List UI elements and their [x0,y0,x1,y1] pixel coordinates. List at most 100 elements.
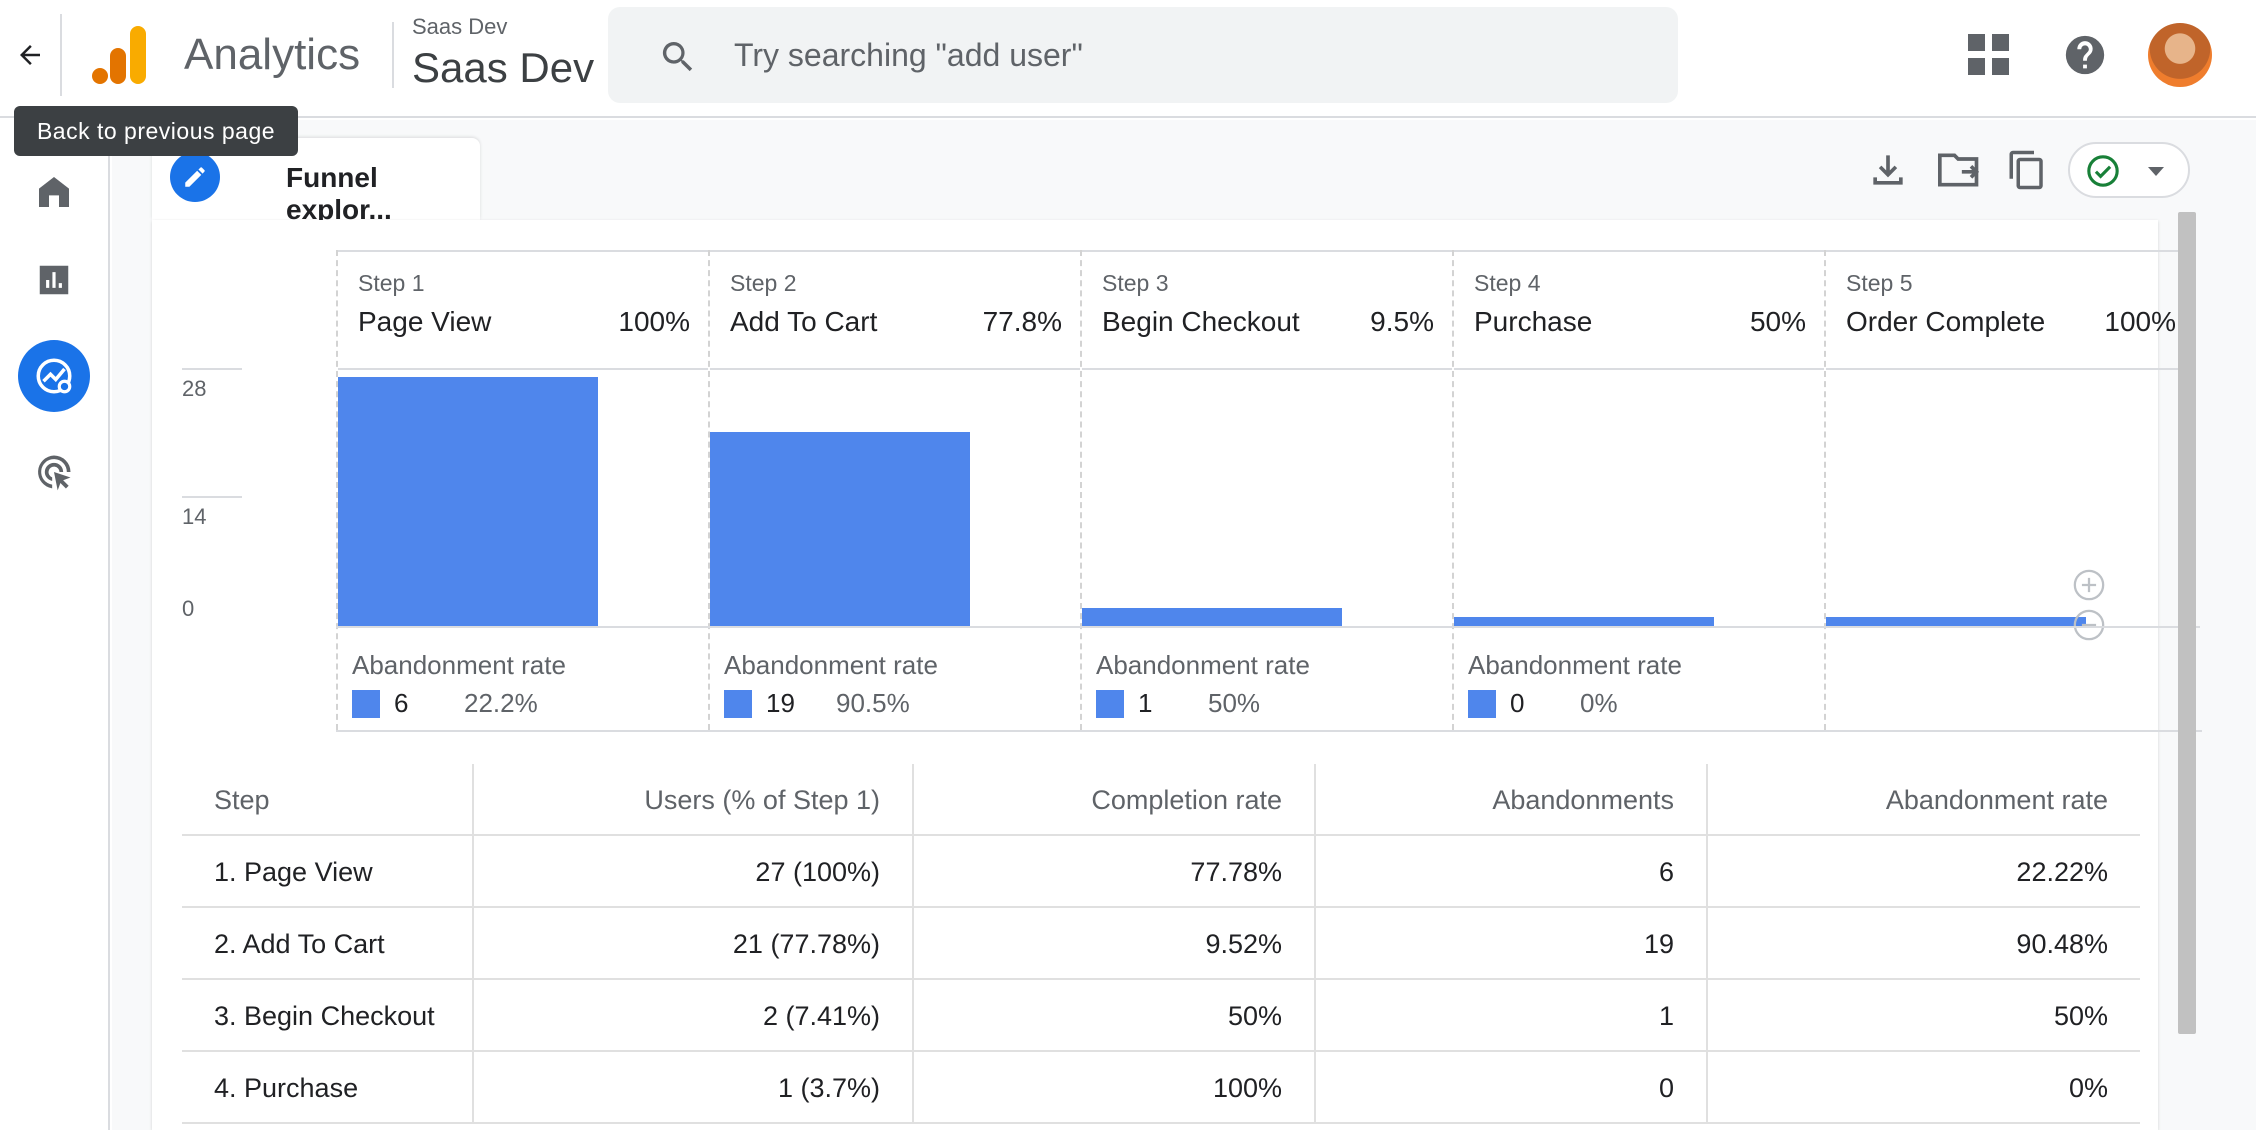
table-row[interactable]: 4. Purchase 1 (3.7%) 100% 0 0% [182,1052,2140,1124]
abandonment-swatch [1096,690,1124,718]
column-separator [912,764,914,1124]
avatar[interactable] [2148,23,2212,87]
abandonment-rate: 22.2% [464,688,538,718]
table-row[interactable]: 2. Add To Cart 21 (77.78%) 9.52% 19 90.48% [182,908,2140,980]
abandonment-rate: 0% [1580,688,1618,718]
funnel-step-1[interactable]: Step 1 Page View 100% Abandonment rate 6 22.2… [336,250,708,730]
abandonment-rate: 90.5% [836,688,910,718]
apps-grid-icon[interactable] [1968,34,2010,76]
target-cursor-icon [38,455,71,491]
step-header: Step 3 Begin Checkout 9.5% [1082,250,1452,370]
y-tick-14: 14 [182,504,207,529]
table-cell: 9.52% [1205,929,1282,959]
abandonment-swatch [724,690,752,718]
edit-pencil-icon[interactable] [170,152,220,202]
nav-explore[interactable] [18,340,90,412]
tab-label: Funnel explor... [286,162,392,225]
exploration-tab[interactable]: Funnel explor... [152,138,480,225]
abandonment-label: Abandonment rate [724,650,938,680]
table-cell: 77.78% [1190,857,1282,887]
search-bar[interactable] [608,7,1678,103]
zoom-out-icon[interactable] [2072,608,2106,642]
table-cell: 1. Page View [214,857,373,887]
top-bar: Analytics Saas Dev Saas Dev [0,0,2256,118]
table-cell: 100% [1212,1073,1282,1103]
abandonment-swatch [352,690,380,718]
table-cell: 1 [1658,1001,1674,1031]
vertical-scrollbar[interactable] [2178,212,2196,1034]
share-status-chip[interactable] [2068,142,2190,198]
account-name[interactable]: Saas Dev [412,14,508,39]
search-input[interactable] [734,29,1634,81]
abandonment-label: Abandonment rate [1468,650,1682,680]
step-name: Add To Cart [730,306,878,337]
analytics-logo-icon [92,26,146,84]
zoom-in-icon[interactable] [2072,568,2106,602]
funnel-bar[interactable] [1826,617,2086,626]
step-completion-pct: 100% [618,306,690,337]
table-cell: 50% [1227,1001,1282,1031]
help-icon[interactable] [2062,32,2108,78]
table-header-cell[interactable]: Users (% of Step 1) [644,785,880,815]
y-tick-28: 28 [182,376,207,401]
home-icon [39,177,69,207]
table-cell: 19 [1643,929,1674,959]
table-cell: 2 (7.41%) [762,1001,880,1031]
arrow-back-icon [20,45,40,65]
property-selector[interactable]: Saas Dev [412,44,595,91]
abandonment-rate: 50% [1208,688,1261,718]
table-cell: 90.48% [2016,929,2108,959]
funnel-step-4[interactable]: Step 4 Purchase 50% Abandonment rate 0 0% [1452,250,1824,730]
column-separator [1314,764,1316,1124]
table-header-cell[interactable]: Completion rate [1091,785,1282,815]
funnel-bar[interactable] [1454,617,1714,626]
table-cell: 22.22% [2016,857,2108,887]
check-circle-icon [2087,155,2119,187]
funnel-step-5[interactable]: Step 5 Order Complete 100% [1824,250,2196,730]
bar-chart-icon [39,265,69,295]
y-gridline-top [182,368,242,370]
nav-home[interactable] [18,156,90,228]
abandonment-count: 19 [766,688,795,718]
share-folder-icon[interactable] [1936,148,1984,192]
column-separator [472,764,474,1124]
table-cell: 0 [1658,1073,1674,1103]
table-cell: 50% [2053,1001,2108,1031]
table-cell: 27 (100%) [755,857,880,887]
chart-bottom-border [336,730,2202,732]
abandonment-label: Abandonment rate [1096,650,1310,680]
step-completion-pct: 77.8% [982,306,1062,337]
table-cell: 21 (77.78%) [732,929,880,959]
copy-icon[interactable] [2006,148,2048,192]
step-name: Begin Checkout [1102,306,1300,337]
funnel-chart: 28 14 0 Step 1 Page View 100% Abandonment r… [182,250,2196,730]
funnel-step-2[interactable]: Step 2 Add To Cart 77.8% Abandonment rate 19… [708,250,1080,730]
step-number: Step 1 [358,270,425,296]
table-header-cell[interactable]: Step [214,785,270,815]
back-button[interactable] [0,14,62,96]
funnel-step-3[interactable]: Step 3 Begin Checkout 9.5% Abandonment rate… [1080,250,1452,730]
table-header-cell[interactable]: Abandonment rate [1885,785,2108,815]
funnel-bar[interactable] [1082,608,1342,626]
table-cell: 0% [2068,1073,2108,1103]
step-number: Step 5 [1846,270,1913,296]
step-name: Page View [358,306,492,337]
step-header: Step 5 Order Complete 100% [1826,250,2194,370]
table-cell: 6 [1658,857,1674,887]
column-separator [1706,764,1708,1124]
abandonment-count: 6 [394,688,409,718]
step-completion-pct: 9.5% [1370,306,1434,337]
table-header-cell[interactable]: Abandonments [1492,785,1674,815]
nav-advertising[interactable] [18,436,90,508]
step-number: Step 3 [1102,270,1169,296]
step-completion-pct: 50% [1749,306,1806,337]
download-icon[interactable] [1866,148,1910,192]
table-cell: 1 (3.7%) [777,1073,880,1103]
nav-reports[interactable] [18,244,90,316]
table-row[interactable]: 3. Begin Checkout 2 (7.41%) 50% 1 50% [182,980,2140,1052]
abandonment-label: Abandonment rate [352,650,566,680]
left-nav [0,120,110,1130]
table-row[interactable]: 1. Page View 27 (100%) 77.78% 6 22.22% [182,836,2140,908]
funnel-bar[interactable] [710,432,970,626]
funnel-bar[interactable] [338,377,598,626]
